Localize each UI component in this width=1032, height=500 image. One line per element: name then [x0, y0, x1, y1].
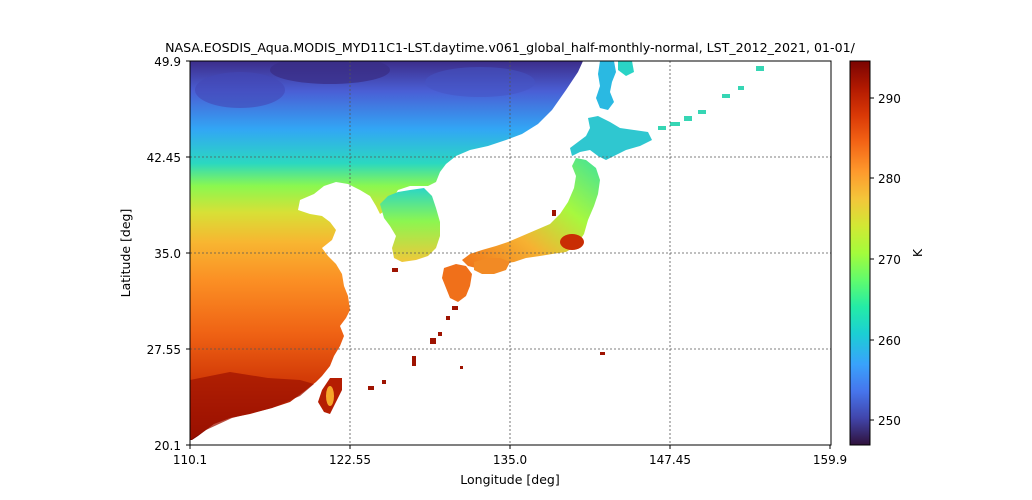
taiwan-mountains [326, 386, 334, 406]
sakhalin-north [618, 61, 634, 76]
hokkaido [570, 116, 652, 160]
colorbar-tick-label: 290 [878, 92, 901, 106]
plot-title: NASA.EOSDIS_Aqua.MODIS_MYD11C1-LST.dayti… [165, 40, 856, 55]
cold-region-north [270, 61, 390, 84]
y-tick-label: 42.45 [147, 151, 181, 165]
y-tick-label: 49.9 [154, 55, 181, 69]
shikoku [474, 258, 510, 274]
colorbar-tick-label: 270 [878, 253, 901, 267]
grid-lines [190, 61, 831, 445]
y-tick-label: 35.0 [154, 247, 181, 261]
x-tick-label: 135.0 [493, 453, 527, 467]
cold-region-north-3 [425, 67, 535, 97]
x-axis [189, 445, 831, 449]
y-tick-label: 27.55 [147, 343, 181, 357]
x-tick-label: 122.55 [329, 453, 371, 467]
y-axis-label: Latitude [deg] [118, 209, 133, 298]
y-tick-label: 20.1 [154, 439, 181, 453]
x-tick-label: 159.9 [813, 453, 847, 467]
kuril-islands [658, 66, 764, 130]
y-axis [186, 60, 190, 446]
colorbar-label: K [910, 248, 925, 257]
x-tick-label: 110.1 [173, 453, 207, 467]
colorbar [849, 60, 871, 446]
colorbar-tick-label: 280 [878, 172, 901, 186]
cold-region-north-2 [195, 72, 285, 108]
kyushu [442, 264, 472, 302]
ryukyu-islands [368, 210, 605, 390]
x-axis-label: Longitude [deg] [460, 472, 559, 487]
colorbar-tick-label: 260 [878, 334, 901, 348]
colorbar-tick-label: 250 [878, 414, 901, 428]
mainland-asia [190, 61, 583, 440]
map-area [190, 61, 831, 445]
sakhalin [596, 61, 616, 110]
south-china-warm [190, 372, 314, 440]
x-tick-label: 147.45 [649, 453, 691, 467]
korean-peninsula [380, 188, 440, 262]
colorbar-ticks [870, 97, 874, 421]
kanto-warm [560, 234, 584, 250]
